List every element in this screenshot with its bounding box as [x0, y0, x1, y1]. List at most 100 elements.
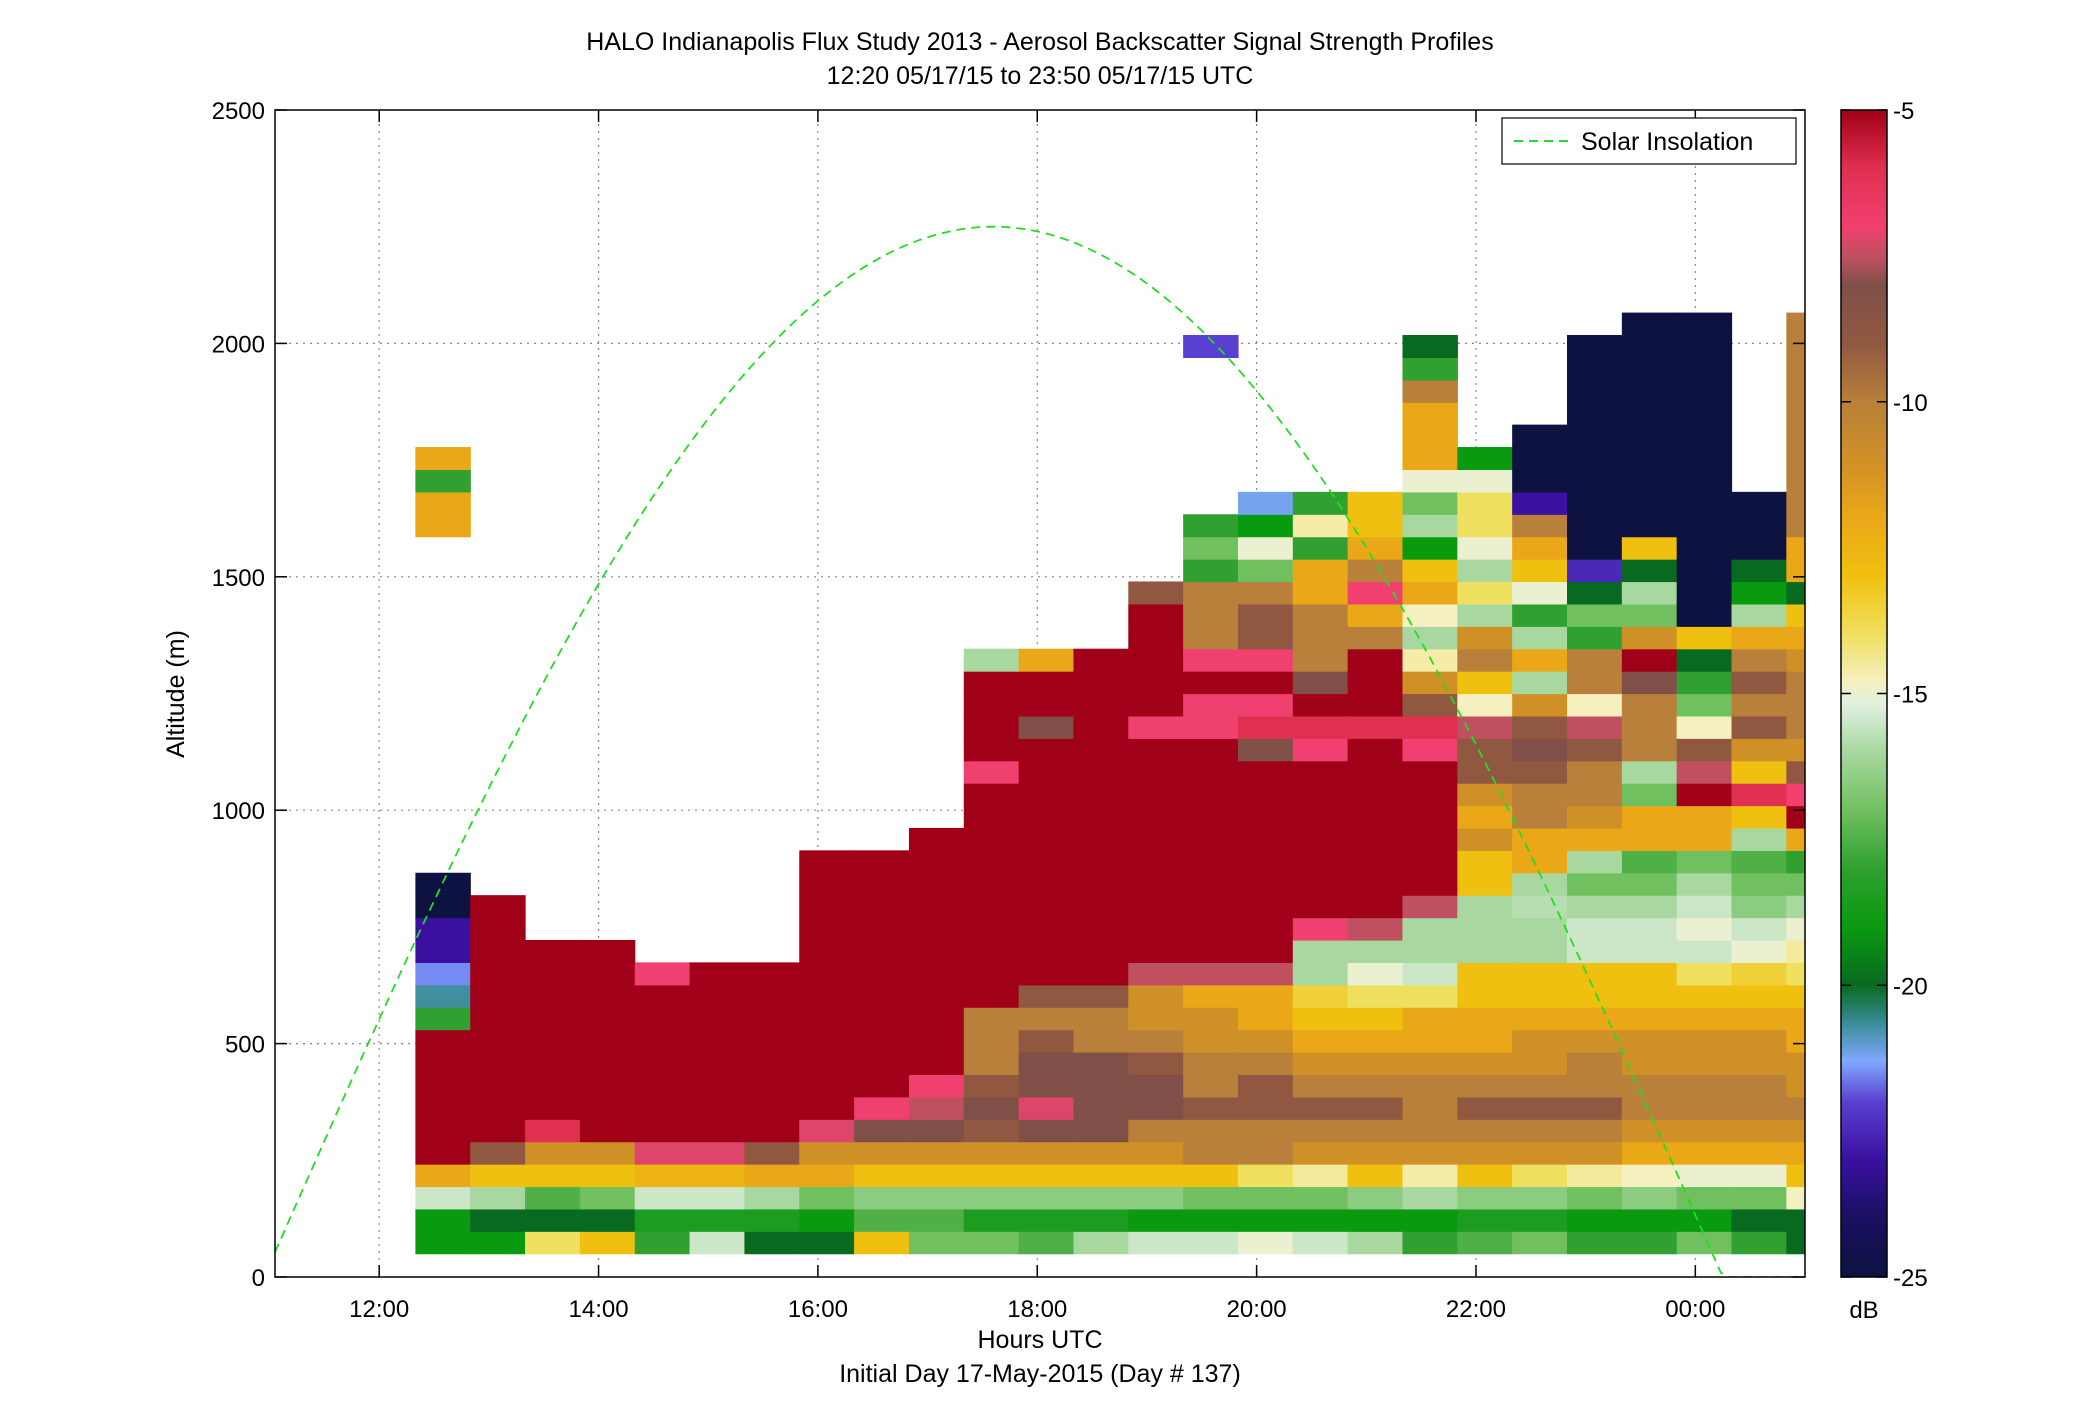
heatmap-cell [1676, 648, 1733, 672]
heatmap-cell [1457, 738, 1513, 762]
heatmap-cell [1237, 671, 1294, 695]
heatmap-cell [1402, 1141, 1458, 1165]
heatmap-cell [689, 1029, 746, 1053]
heatmap-cell [1512, 1119, 1568, 1143]
heatmap-cell [963, 693, 1020, 717]
heatmap-cell [1347, 693, 1404, 717]
heatmap-cell [1457, 536, 1513, 560]
heatmap-cell [1731, 1007, 1787, 1031]
heatmap-cell [1402, 693, 1458, 717]
heatmap-cell [1292, 603, 1349, 627]
heatmap-cell [1512, 603, 1568, 627]
heatmap-cell [1347, 648, 1404, 672]
heatmap-cell [744, 984, 800, 1008]
heatmap-cell [1567, 1208, 1623, 1232]
heatmap-cell [799, 1141, 855, 1165]
heatmap-cell [1731, 984, 1787, 1008]
heatmap-cell [1731, 760, 1787, 784]
heatmap-cell [1731, 491, 1787, 515]
heatmap-cell [415, 1052, 471, 1076]
heatmap-cell [1786, 1007, 1805, 1031]
heatmap-cell [470, 1074, 526, 1098]
heatmap-cell [1676, 536, 1733, 560]
heatmap-cell [908, 1141, 965, 1165]
heatmap-cell [1457, 693, 1513, 717]
heatmap-cell [1402, 491, 1458, 515]
heatmap-cell [1347, 1208, 1404, 1232]
heatmap-cell [1183, 962, 1239, 986]
heatmap-cell [470, 984, 526, 1008]
heatmap-cell [908, 1208, 965, 1232]
heatmap-cell [1128, 783, 1184, 807]
heatmap-cell [689, 1141, 746, 1165]
heatmap-cell [908, 1231, 965, 1255]
heatmap-cell [1786, 962, 1805, 986]
heatmap-cell [415, 1208, 471, 1232]
colorbar: -5 -10 -15 -20 -25 dB [1840, 98, 1928, 1324]
heatmap-cell [1512, 805, 1568, 829]
heatmap-cell [1567, 1074, 1623, 1098]
heatmap-cell [1402, 447, 1458, 471]
heatmap-cell [1786, 827, 1805, 851]
heatmap-cell [1402, 1186, 1458, 1210]
heatmap-cell [579, 1119, 636, 1143]
heatmap-cell [963, 1231, 1020, 1255]
heatmap-cell [1786, 783, 1805, 807]
heatmap-cell [1347, 1186, 1404, 1210]
heatmap-cell [1128, 917, 1184, 941]
heatmap-cell [1621, 895, 1678, 919]
heatmap-cell [1402, 1164, 1458, 1188]
heatmap-cell [1292, 1052, 1349, 1076]
heatmap-cell [1512, 1096, 1568, 1120]
heatmap-cell [1676, 671, 1733, 695]
heatmap-cell [1621, 1208, 1678, 1232]
legend-label-solar-insolation: Solar Insolation [1581, 128, 1753, 156]
heatmap-cell [1676, 1164, 1733, 1188]
heatmap-cell [1292, 984, 1349, 1008]
heatmap-cell [1731, 850, 1787, 874]
heatmap-cell [1292, 1231, 1349, 1255]
x-tick-label: 14:00 [569, 1296, 629, 1323]
heatmap-cell [1073, 1231, 1129, 1255]
heatmap-cell [1567, 895, 1623, 919]
heatmap-cell [1183, 1141, 1239, 1165]
heatmap-cell [1457, 962, 1513, 986]
heatmap-cell [1621, 603, 1678, 627]
heatmap-cell [1676, 334, 1733, 359]
heatmap-cell [525, 1186, 581, 1210]
heatmap-cell [1018, 1007, 1075, 1031]
heatmap-cell [854, 1029, 910, 1053]
heatmap-cell [1183, 1164, 1239, 1188]
heatmap-cell [1347, 850, 1404, 874]
heatmap-cell [1457, 783, 1513, 807]
heatmap-cell [1512, 715, 1568, 739]
heatmap-cell [1128, 738, 1184, 762]
heatmap-cell [1183, 693, 1239, 717]
heatmap-cell [1237, 559, 1294, 583]
heatmap-cell [1567, 402, 1623, 426]
heatmap-cell [1786, 984, 1805, 1008]
heatmap-cell [634, 1141, 691, 1165]
heatmap-cell [1621, 648, 1678, 672]
heatmap-cell [744, 1186, 800, 1210]
heatmap-cell [1402, 1007, 1458, 1031]
heatmap-cell [1786, 603, 1805, 627]
heatmap-cell [1073, 895, 1129, 919]
heatmap-cell [1786, 939, 1805, 963]
heatmap-cell [854, 1231, 910, 1255]
heatmap-cell [908, 850, 965, 874]
heatmap-cell [854, 1208, 910, 1232]
heatmap-cell [1018, 1074, 1075, 1098]
heatmap-cell [1128, 1096, 1184, 1120]
heatmap-cell [1237, 715, 1294, 739]
heatmap-cell [1073, 1029, 1129, 1053]
heatmap-cell [1018, 671, 1075, 695]
heatmap-cell [908, 895, 965, 919]
heatmap-cell [854, 1052, 910, 1076]
heatmap-cell [1018, 693, 1075, 717]
x-tick-label: 00:00 [1665, 1296, 1725, 1323]
heatmap-cell [1786, 312, 1805, 336]
heatmap-cell [963, 1164, 1020, 1188]
heatmap-cell [1676, 827, 1733, 851]
heatmap-cell [1402, 626, 1458, 650]
